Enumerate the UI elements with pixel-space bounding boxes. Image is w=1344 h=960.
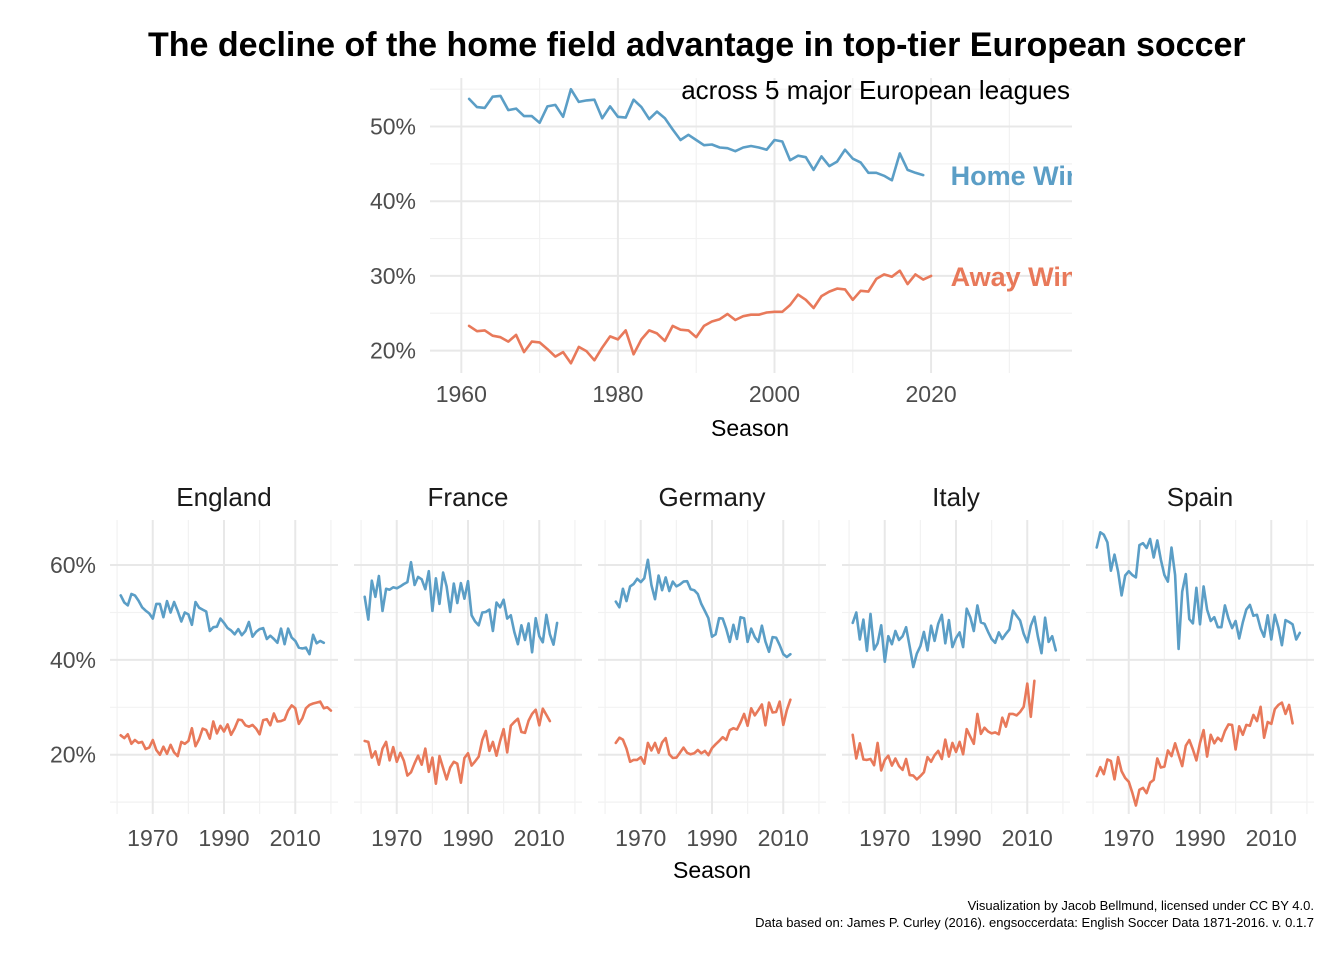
- caption-line-2: Data based on: James P. Curley (2016). e…: [755, 915, 1314, 930]
- x-tick-label: 1990: [930, 825, 981, 851]
- x-tick-label: 2010: [514, 825, 565, 851]
- facet-panel-england: 1970 1990 2010 England: [110, 482, 338, 851]
- series-line-home-win: [614, 558, 792, 659]
- facet-panel-germany: 1970 1990 2010 Germany: [598, 482, 826, 851]
- facet-strip-label: Italy: [932, 482, 980, 512]
- series-line-away-win: [467, 269, 933, 365]
- series-line-home-win: [467, 87, 925, 182]
- x-tick-label: 1960: [436, 381, 487, 407]
- x-tick-label: 2010: [270, 825, 321, 851]
- y-tick-label: 40%: [50, 647, 96, 673]
- x-tick-label: 2020: [905, 381, 956, 407]
- x-tick-label: 1990: [686, 825, 737, 851]
- series-line-away-win: [614, 698, 792, 766]
- facet-panel-italy: 1970 1990 2010 Italy: [842, 482, 1070, 851]
- x-tick-label: 1970: [127, 825, 178, 851]
- x-tick-label: 2010: [758, 825, 809, 851]
- x-tick-label: 2010: [1002, 825, 1053, 851]
- chart-subtitle: across 5 major European leagues: [681, 75, 1070, 105]
- facet-strip-label: Germany: [659, 482, 766, 512]
- y-tick-label: 60%: [50, 552, 96, 578]
- x-tick-label: 2000: [749, 381, 800, 407]
- series-line-away-win: [363, 707, 552, 786]
- facet-panel-spain: 1970 1990 2010 Spain: [1086, 482, 1314, 851]
- series-line-away-win: [1095, 701, 1294, 807]
- x-tick-label: 1990: [1174, 825, 1225, 851]
- x-tick-label: 1980: [592, 381, 643, 407]
- series-line-away-win: [851, 679, 1036, 781]
- facet-strip-label: Spain: [1167, 482, 1234, 512]
- series-line-home-win: [363, 560, 559, 654]
- x-tick-label: 1970: [371, 825, 422, 851]
- x-tick-label: 1970: [1103, 825, 1154, 851]
- chart-title: The decline of the home field advantage …: [148, 26, 1246, 64]
- facet-strip-label: England: [176, 482, 271, 512]
- caption-line-1: Visualization by Jacob Bellmund, license…: [968, 898, 1314, 913]
- x-tick-label: 1970: [615, 825, 666, 851]
- series-line-home-win: [119, 592, 326, 656]
- x-tick-label: 1970: [859, 825, 910, 851]
- end-label-home-win: Home Win: [951, 161, 1083, 191]
- x-tick-label: 2010: [1246, 825, 1297, 851]
- y-tick-label: 20%: [370, 338, 416, 364]
- series-line-away-win: [119, 700, 333, 758]
- y-tick-label: 50%: [370, 114, 416, 140]
- series-line-home-win: [851, 604, 1058, 669]
- overall-panel: 20% 30% 40% 50% 1960 1980 2000 2020 Season Home W…: [370, 75, 1083, 441]
- facet-panel-france: 1970 1990 2010 France: [354, 482, 582, 851]
- y-tick-label: 40%: [370, 188, 416, 214]
- x-axis-title: Season: [711, 415, 789, 441]
- x-axis-title: Season: [673, 857, 751, 883]
- y-tick-label: 20%: [50, 742, 96, 768]
- x-tick-label: 1990: [442, 825, 493, 851]
- end-label-away-win: Away Win: [951, 262, 1078, 292]
- y-tick-label: 30%: [370, 263, 416, 289]
- facet-strip-label: France: [428, 482, 509, 512]
- x-tick-label: 1990: [198, 825, 249, 851]
- series-line-home-win: [1095, 530, 1302, 651]
